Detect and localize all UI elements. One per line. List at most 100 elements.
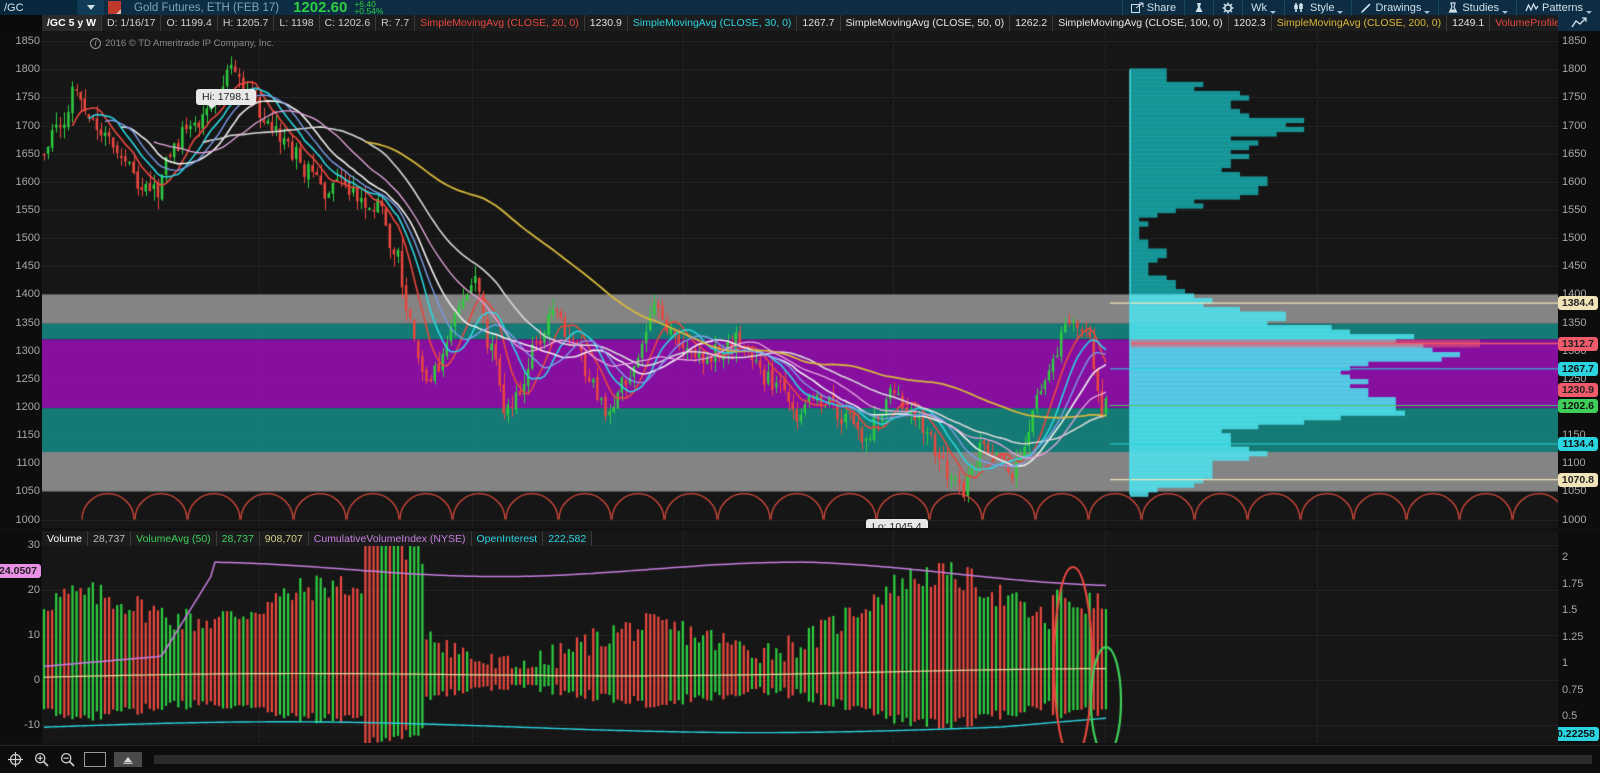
study-legend-bar: /GC 5 y W D: 1/16/17 O: 1199.4 H: 1205.7 L: … (42, 15, 1558, 31)
fit-box-icon[interactable] (84, 752, 106, 767)
chevron-down-icon (87, 5, 95, 10)
price-tick-label: 1050 (15, 485, 40, 498)
price-tick-label: 1450 (15, 260, 40, 273)
volume-plot[interactable] (42, 531, 1558, 743)
volume-axis-right[interactable]: 2 1.75 1.5 1.25 1 0.75 0.5 0.22258 (1553, 531, 1600, 743)
price-axis-right[interactable]: 1850 1800 1750 1700 1650 1600 1550 1500 1450 1400… (1557, 31, 1600, 528)
style-label: Style (1310, 1, 1335, 14)
collapse-icon[interactable] (114, 752, 142, 767)
patterns-button[interactable]: Patterns (1516, 0, 1600, 15)
price-tick-label: 1350 (1562, 316, 1587, 329)
change-absolute: +6.40 (354, 0, 376, 9)
settings-button[interactable] (1213, 0, 1242, 15)
price-tick-label: 1100 (1562, 457, 1586, 470)
price-tag[interactable]: 1384.4 (1557, 296, 1598, 311)
horizontal-scrollbar[interactable] (154, 755, 1592, 764)
study-value: 1267.7 (797, 15, 841, 31)
volume-tick-label: 30 (27, 538, 40, 551)
price-tag[interactable]: 1202.6 (1557, 398, 1598, 413)
subpanel-legend-item[interactable]: 222,582 (543, 531, 593, 546)
price-plot[interactable]: i 2016 © TD Ameritrade IP Company, Inc. … (42, 31, 1558, 528)
volume-tick-label: -10 (24, 718, 40, 731)
chevron-down-icon (1337, 11, 1344, 14)
symbol-input[interactable]: /GC (0, 0, 78, 15)
price-tag[interactable]: 1070.8 (1557, 472, 1598, 487)
alert-button[interactable] (1184, 0, 1213, 15)
volume-panel: 30 20 10 0 -10 24.0507 2 1.75 1.5 1.25 1 0.75 0.5 0.… (0, 531, 1600, 743)
drawings-button[interactable]: Drawings (1351, 0, 1438, 15)
price-tick-label: 1700 (1562, 119, 1587, 132)
price-tag[interactable]: 1267.7 (1557, 361, 1598, 376)
ohlc-field: C: 1202.6 (320, 15, 377, 31)
price-tick-label: 1000 (15, 513, 40, 526)
alert-bell-icon (1195, 2, 1203, 12)
last-price: 1202.60 (293, 0, 348, 16)
subpanel-legend-item[interactable]: 28,737 (217, 531, 260, 546)
study-label[interactable]: SimpleMovingAvg (CLOSE, 30, 0) (628, 15, 798, 31)
study-value: 1262.2 (1010, 15, 1054, 31)
symbol-dropdown-button[interactable] (78, 0, 104, 15)
price-tag[interactable]: 1230.9 (1557, 382, 1598, 397)
price-tick-label: 1300 (15, 344, 40, 357)
zoom-out-icon[interactable] (58, 751, 76, 769)
volume-canvas[interactable] (42, 531, 1558, 743)
crosshair-icon[interactable] (6, 751, 24, 769)
study-value: 1230.9 (585, 15, 628, 31)
subpanel-legend-item[interactable]: OpenInterest (472, 531, 544, 546)
subpanel-legend-item[interactable]: 28,737 (88, 531, 132, 546)
expand-chart-button[interactable] (1558, 15, 1600, 31)
price-axis-left[interactable]: 1850 1800 1750 1700 1650 1600 1550 1500 1450 1400… (0, 31, 42, 528)
study-label[interactable]: SimpleMovingAvg (CLOSE, 100, 0) (1053, 15, 1229, 31)
openinterest-tick-label: 0.75 (1562, 683, 1584, 696)
price-tick-label: 1200 (15, 400, 40, 413)
top-toolbar: /GC Gold Futures, ETH (FEB 17) 1202.60 +… (0, 0, 1600, 16)
subpanel-legend-item[interactable]: Volume (42, 531, 89, 546)
price-tick-label: 1550 (15, 203, 40, 216)
study-label[interactable]: SimpleMovingAvg (CLOSE, 200, 0) (1272, 15, 1448, 31)
openinterest-tick-label: 2 (1562, 551, 1569, 563)
subpanel-legend-item[interactable]: CumulativeVolumeIndex (NYSE) (309, 531, 472, 546)
price-change-group: +6.40 +0.54% (354, 0, 383, 15)
openinterest-tick-label: 1.75 (1562, 577, 1584, 590)
price-tick-label: 1600 (15, 175, 40, 188)
change-percent: +0.54% (354, 6, 384, 16)
price-tick-label: 1650 (15, 147, 40, 160)
studies-button[interactable]: Studies (1438, 0, 1516, 15)
timeframe-button[interactable]: Wk (1242, 0, 1284, 15)
openinterest-value-tag[interactable]: 0.22258 (1553, 727, 1599, 741)
price-annotation: Lo: 1045.4 (866, 519, 928, 528)
share-icon (1130, 2, 1144, 13)
price-tick-label: 1800 (1562, 63, 1587, 76)
volume-axis-left[interactable]: 30 20 10 0 -10 24.0507 (0, 531, 42, 743)
price-panel: 1850 1800 1750 1700 1650 1600 1550 1500 1450 1400… (0, 31, 1600, 528)
style-button[interactable]: Style (1284, 0, 1351, 15)
study-label[interactable]: VolumeProfile (AUTOMATIC, 0.25, CHART, 1… (1490, 15, 1558, 31)
share-button[interactable]: Share (1121, 0, 1184, 15)
zoom-in-icon[interactable] (32, 751, 50, 769)
price-tick-label: 1100 (16, 457, 40, 470)
price-canvas[interactable] (42, 31, 1558, 528)
study-label[interactable]: SimpleMovingAvg (CLOSE, 20, 0) (415, 15, 585, 31)
subpanel-legend-item[interactable]: VolumeAvg (50) (131, 531, 217, 546)
openinterest-tick-label: 1.25 (1562, 630, 1584, 643)
subpanel-legend-item[interactable]: 908,707 (260, 531, 309, 546)
openinterest-tick-label: 1 (1562, 657, 1569, 669)
volume-tick-label: 0 (33, 673, 40, 686)
patterns-label: Patterns (1542, 1, 1583, 14)
price-annotation: Hi: 1798.1 (196, 89, 256, 109)
price-tag[interactable]: 1134.4 (1558, 436, 1598, 451)
chart-expand-icon (1571, 17, 1587, 28)
price-tick-label: 1800 (15, 63, 40, 76)
red-flag-icon[interactable] (108, 1, 121, 14)
price-tick-label: 1050 (1562, 485, 1587, 498)
subpanel-legend-bar: Volume 28,737 VolumeAvg (50) 28,737 908,707 C… (42, 531, 593, 546)
price-tick-label: 1550 (1562, 203, 1587, 216)
price-tick-label: 1750 (1562, 91, 1587, 104)
pencil-icon (1361, 3, 1371, 13)
ohlc-field: R: 7.7 (376, 15, 416, 31)
study-label[interactable]: SimpleMovingAvg (CLOSE, 50, 0) (841, 15, 1011, 31)
chart-timeframe-label[interactable]: /GC 5 y W (42, 15, 103, 31)
study-value: 1249.1 (1447, 15, 1491, 31)
cvi-value-tag[interactable]: 24.0507 (0, 564, 41, 579)
price-tag[interactable]: 1312.7 (1557, 336, 1598, 351)
